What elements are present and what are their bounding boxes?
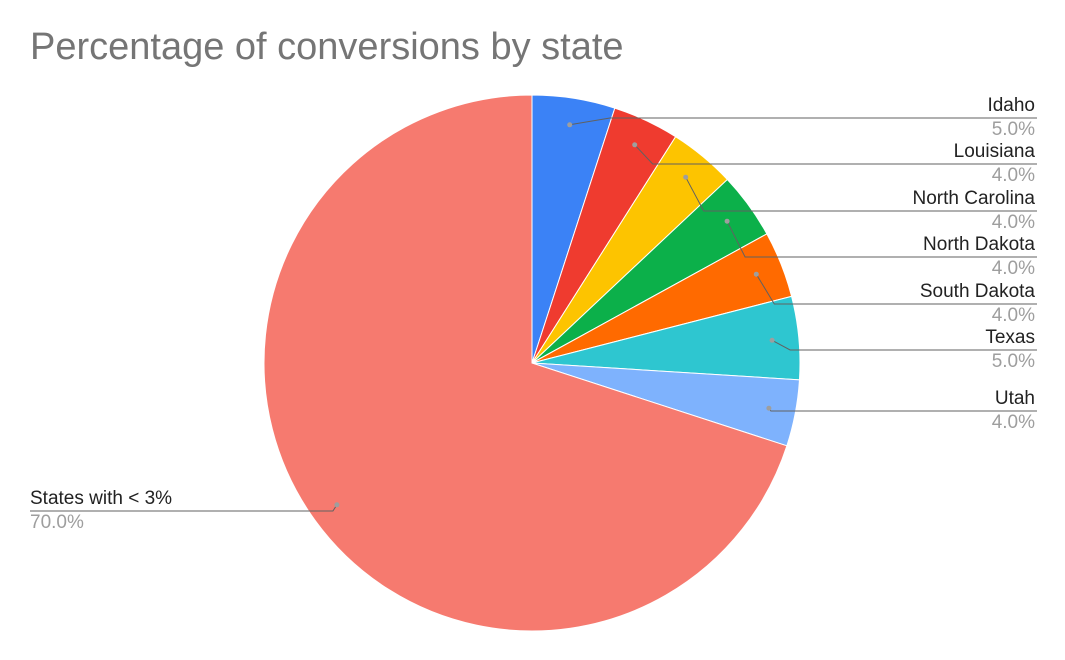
slice-label-idaho: Idaho xyxy=(987,95,1035,116)
pie-slices xyxy=(263,94,801,632)
slice-value-texas: 5.0% xyxy=(992,351,1035,372)
leader-dot-idaho xyxy=(567,122,573,128)
leader-dot-north-carolina xyxy=(683,174,689,180)
slice-label-states-with-3: States with < 3% xyxy=(30,488,172,509)
slice-value-louisiana: 4.0% xyxy=(992,165,1035,186)
leader-dot-south-dakota xyxy=(753,271,759,277)
slice-value-states-with-3: 70.0% xyxy=(30,512,84,533)
leader-line-idaho xyxy=(569,117,1037,126)
leader-line-louisiana xyxy=(634,144,1037,165)
slice-value-idaho: 5.0% xyxy=(992,119,1035,140)
leader-dot-states-with-3 xyxy=(334,502,340,508)
leader-dot-louisiana xyxy=(632,142,638,148)
slice-value-south-dakota: 4.0% xyxy=(992,305,1035,326)
leader-dot-texas xyxy=(769,337,775,343)
pie-slice-states-with-3[interactable] xyxy=(263,94,788,632)
slice-label-texas: Texas xyxy=(985,327,1035,348)
slice-value-north-dakota: 4.0% xyxy=(992,258,1035,279)
leader-line-north-dakota xyxy=(726,220,1037,258)
slice-value-utah: 4.0% xyxy=(992,412,1035,433)
slice-label-south-dakota: South Dakota xyxy=(920,281,1036,302)
leader-line-south-dakota xyxy=(755,273,1037,305)
leader-dot-north-dakota xyxy=(724,218,730,224)
slice-label-north-carolina: North Carolina xyxy=(913,188,1036,209)
chart-title: Percentage of conversions by state xyxy=(30,26,624,68)
leader-line-texas xyxy=(771,339,1037,351)
leader-line-north-carolina xyxy=(685,176,1037,212)
slice-value-north-carolina: 4.0% xyxy=(992,212,1035,233)
slice-label-utah: Utah xyxy=(995,388,1035,409)
slice-label-north-dakota: North Dakota xyxy=(923,234,1035,255)
slice-label-louisiana: Louisiana xyxy=(954,141,1036,162)
leader-dot-utah xyxy=(766,405,772,411)
leader-lines xyxy=(30,117,1037,512)
